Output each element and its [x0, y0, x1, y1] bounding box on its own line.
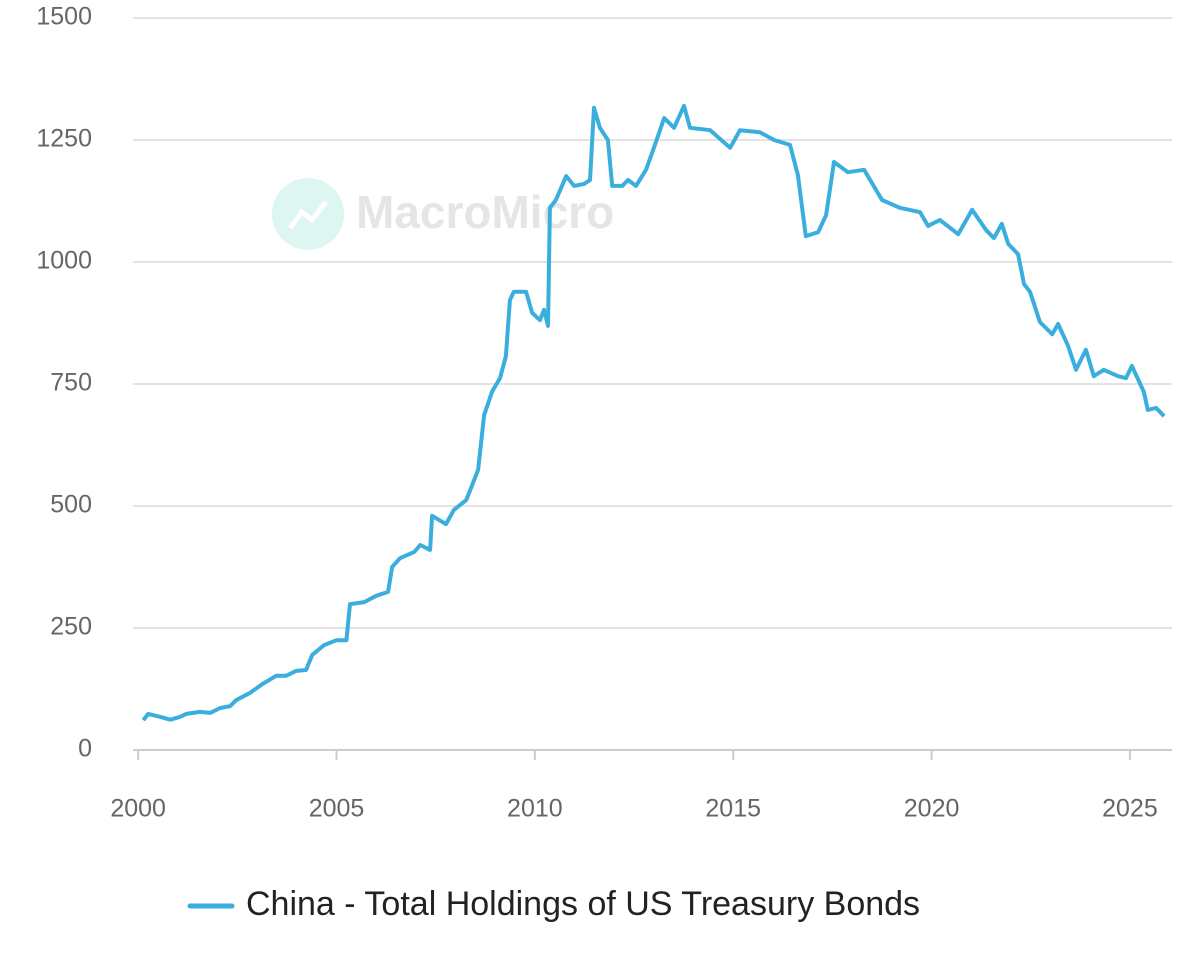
- y-tick-label: 500: [50, 491, 92, 519]
- x-tick-label: 2020: [904, 795, 960, 823]
- x-tick-label: 2010: [507, 795, 563, 823]
- y-tick-label: 250: [50, 613, 92, 641]
- watermark-text: MacroMicro: [356, 186, 614, 238]
- y-tick-label: 1500: [36, 3, 92, 31]
- watermark-icon-line: [288, 200, 328, 230]
- legend-label: China - Total Holdings of US Treasury Bo…: [246, 885, 920, 923]
- y-tick-label: 1250: [36, 125, 92, 153]
- x-tick-label: 2015: [705, 795, 761, 823]
- x-tick-label: 2025: [1102, 795, 1158, 823]
- data-line: [141, 103, 1166, 722]
- y-tick-label: 750: [50, 369, 92, 397]
- y-tick-label: 0: [78, 735, 92, 763]
- watermark: MacroMicro: [272, 178, 614, 250]
- x-tick-label: 2005: [309, 795, 365, 823]
- y-tick-label: 1000: [36, 247, 92, 275]
- x-tick-label: 2000: [110, 795, 166, 823]
